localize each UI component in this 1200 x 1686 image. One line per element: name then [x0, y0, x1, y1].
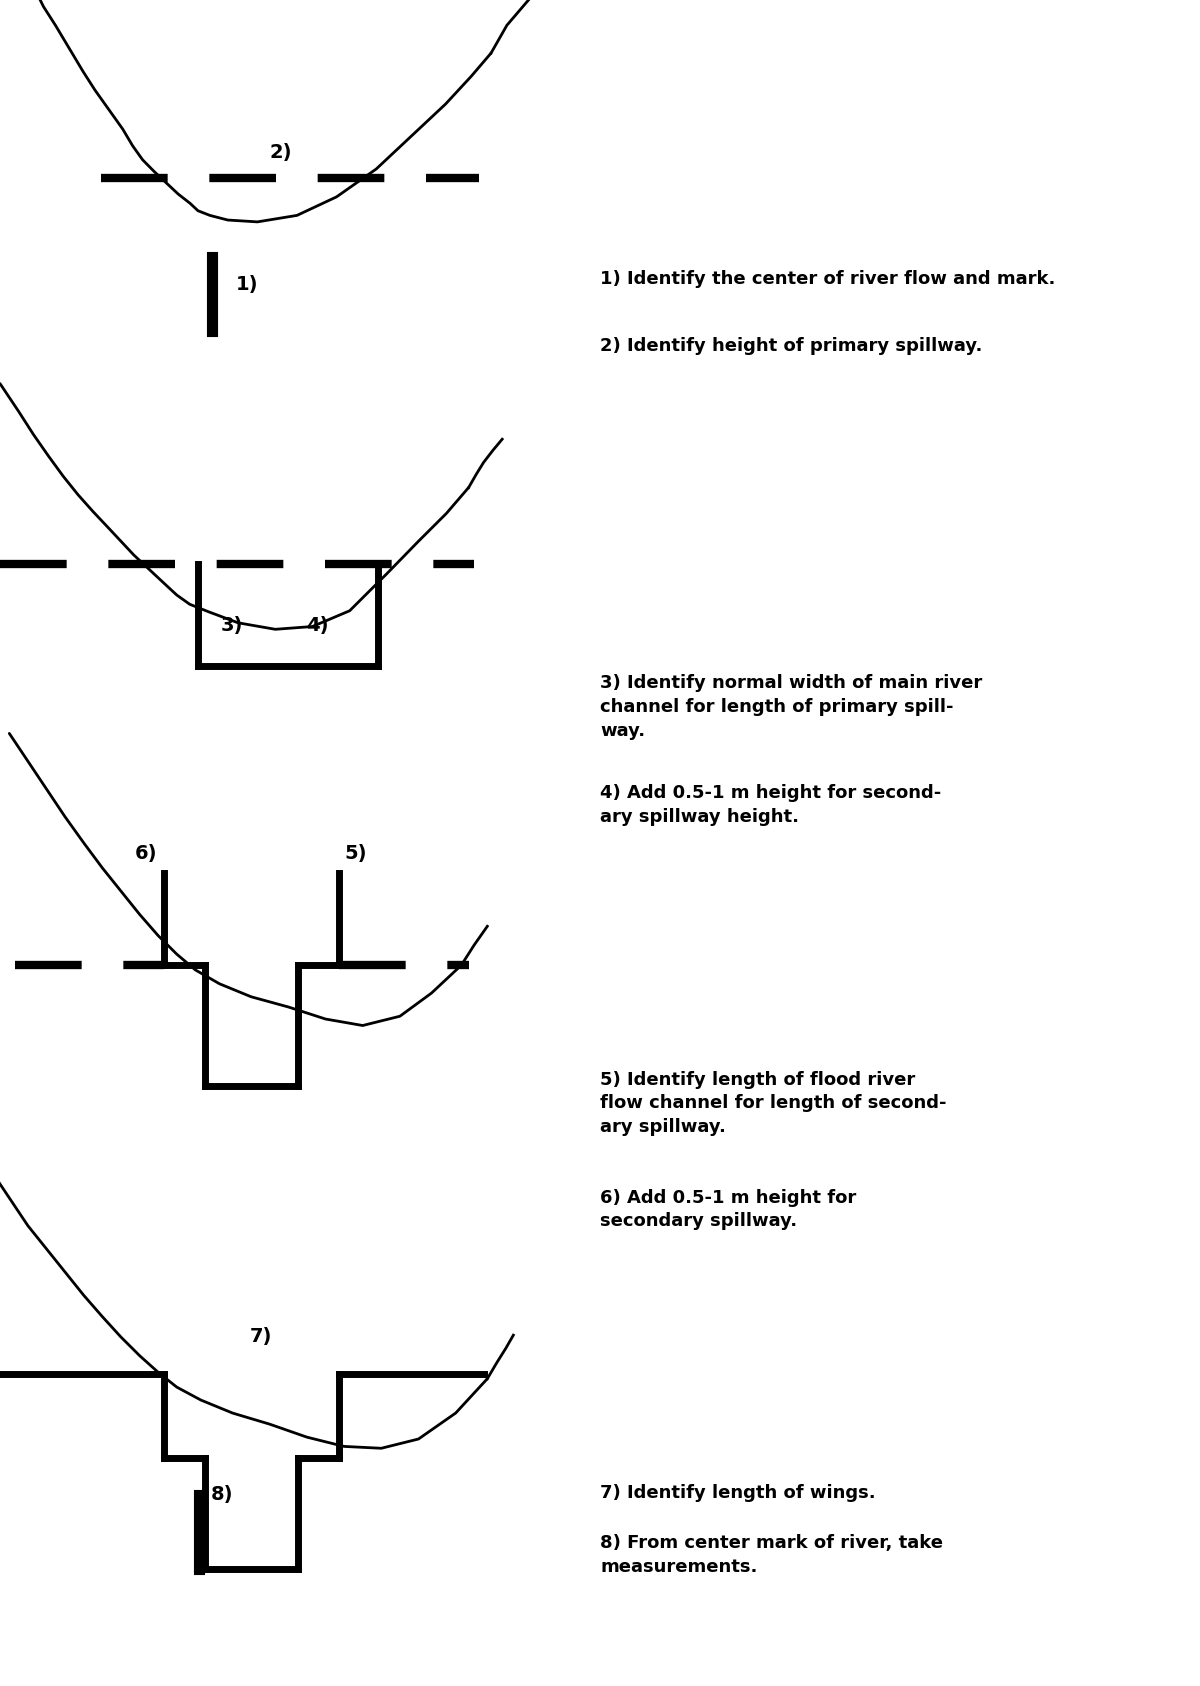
Text: 7): 7) — [250, 1327, 272, 1345]
Text: 5): 5) — [344, 845, 367, 863]
Text: 8) From center mark of river, take
measurements.: 8) From center mark of river, take measu… — [600, 1534, 943, 1576]
Text: 1): 1) — [235, 275, 258, 295]
Text: 7) Identify length of wings.: 7) Identify length of wings. — [600, 1484, 876, 1502]
Text: 2): 2) — [270, 143, 293, 162]
Text: 4) Add 0.5-1 m height for second-
ary spillway height.: 4) Add 0.5-1 m height for second- ary sp… — [600, 784, 941, 826]
Text: 5) Identify length of flood river
flow channel for length of second-
ary spillwa: 5) Identify length of flood river flow c… — [600, 1071, 947, 1136]
Text: 8): 8) — [211, 1485, 233, 1504]
Text: 3): 3) — [221, 615, 244, 636]
Text: 3) Identify normal width of main river
channel for length of primary spill-
way.: 3) Identify normal width of main river c… — [600, 674, 983, 740]
Text: 6): 6) — [136, 845, 157, 863]
Text: 1) Identify the center of river flow and mark.: 1) Identify the center of river flow and… — [600, 270, 1055, 288]
Text: 2) Identify height of primary spillway.: 2) Identify height of primary spillway. — [600, 337, 983, 356]
Text: 4): 4) — [306, 615, 329, 636]
Text: 6) Add 0.5-1 m height for
secondary spillway.: 6) Add 0.5-1 m height for secondary spil… — [600, 1189, 857, 1231]
